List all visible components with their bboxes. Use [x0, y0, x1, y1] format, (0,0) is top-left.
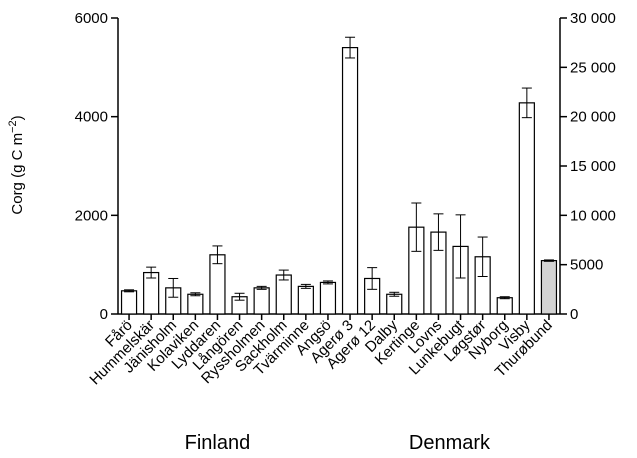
bar	[319, 281, 337, 315]
right-tick-label: 25 000	[570, 59, 616, 76]
bar	[540, 260, 558, 315]
bar	[386, 293, 403, 315]
labels: FåröHummelskärJänisholmKolavikenLyddaren…	[86, 316, 555, 454]
bars	[120, 36, 558, 315]
group-label: Finland	[185, 432, 251, 454]
right-tick-label: 15 000	[570, 158, 616, 175]
right-tick-label: 5000	[570, 257, 603, 274]
y-axis-title-main: Corg (g C m	[9, 133, 26, 215]
bar	[341, 46, 359, 315]
group-label: Denmark	[409, 432, 491, 454]
y-axis-title-sup: −2	[7, 120, 19, 133]
bar	[253, 287, 270, 315]
bar	[518, 102, 535, 315]
right-tick-label: 0	[570, 306, 578, 323]
y-axis-title-suffix: )	[9, 115, 26, 120]
bar	[187, 293, 204, 315]
left-tick-label: 4000	[75, 109, 108, 126]
bar	[143, 271, 160, 315]
left-tick-label: 2000	[75, 207, 108, 224]
bar	[120, 290, 138, 315]
y-axis-title: Corg (g C m−2)	[7, 115, 26, 214]
right-tick-label: 30 000	[570, 10, 616, 27]
left-tick-label: 6000	[75, 10, 108, 27]
bar	[496, 297, 513, 315]
right-tick-label: 10 000	[570, 207, 616, 224]
bar	[275, 274, 292, 315]
left-tick-label: 0	[100, 306, 108, 323]
bar	[297, 285, 314, 315]
right-tick-label: 20 000	[570, 109, 616, 126]
